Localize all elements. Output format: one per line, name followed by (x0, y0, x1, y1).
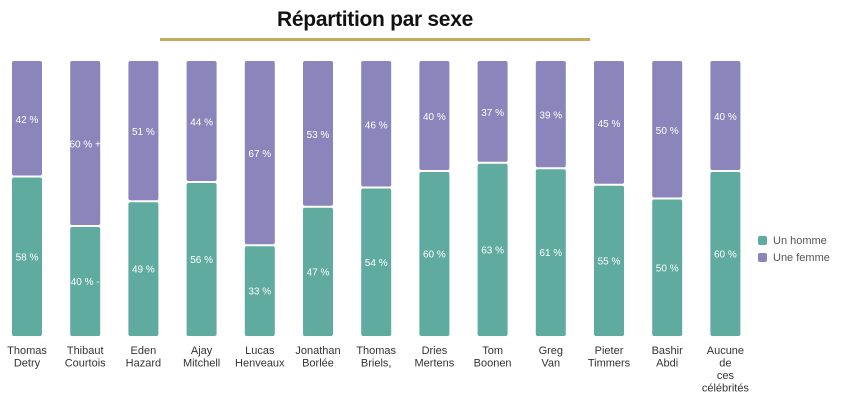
data-label-men: 33 % (248, 287, 271, 298)
category-label: Thomas Detry (7, 345, 47, 370)
category-label: Eden Hazard (126, 345, 161, 370)
bar-segment-women (652, 61, 683, 198)
category-label: Tom Boonen (474, 345, 512, 370)
data-label-women: 51 % (132, 127, 155, 138)
category-label: Thomas Briels, (356, 345, 396, 370)
category-label: Dries Mertens (415, 345, 455, 370)
data-label-women: 40 % (423, 112, 446, 123)
legend-item-women: Une femme (758, 249, 830, 266)
data-label-men: 40 % - (71, 277, 100, 288)
data-label-men: 47 % (307, 267, 330, 278)
bar-segment-men (594, 185, 624, 336)
bar-segment-men (710, 172, 741, 336)
bar-segment-women (128, 61, 159, 201)
bar-segment-men (535, 169, 566, 336)
category-label: Thibaut Courtois (65, 345, 106, 370)
data-label-women: 42 % (16, 115, 39, 126)
chart-title: Répartition par sexe (277, 8, 473, 31)
bar-segment-men (186, 183, 217, 336)
data-label-men: 49 % (132, 265, 155, 276)
bar-segment-men (244, 246, 275, 336)
data-label-women: 45 % (598, 119, 621, 130)
bar-segment-men (12, 177, 42, 336)
bar-segment-women (535, 61, 566, 168)
title-rule (160, 38, 590, 41)
legend-swatch-women (758, 253, 767, 262)
bar-segment-women (594, 61, 624, 184)
bar-segment-men (128, 202, 159, 336)
data-label-men: 60 % (714, 250, 737, 261)
legend-item-men: Un homme (758, 232, 830, 249)
bar-segment-women (186, 61, 217, 181)
bar-segment-men (419, 172, 450, 336)
data-label-women: 46 % (365, 120, 388, 131)
category-label: Lucas Henveaux (235, 345, 285, 370)
bar-segment-women (70, 61, 101, 225)
bar-segment-women (361, 61, 392, 187)
category-label: Ajay Mitchell (183, 345, 220, 370)
data-label-women: 40 % (714, 112, 737, 123)
data-label-women: 60 % + (69, 140, 101, 151)
data-label-women: 37 % (481, 108, 504, 119)
data-label-women: 44 % (190, 118, 213, 129)
category-label: Greg Van (539, 345, 563, 370)
bar-segment-women (710, 61, 741, 170)
bar-segment-men (652, 199, 683, 336)
chart-legend: Un homme Une femme (758, 232, 830, 266)
bar-segment-women (419, 61, 450, 170)
bar-segment-men (70, 227, 101, 336)
data-label-men: 63 % (481, 245, 504, 256)
data-label-women: 39 % (539, 111, 562, 122)
bar-segment-men (361, 188, 392, 336)
category-label: Bashir Abdi (652, 345, 684, 370)
data-label-men: 54 % (365, 258, 388, 269)
data-label-women: 67 % (248, 149, 271, 160)
data-label-men: 61 % (539, 248, 562, 259)
data-label-men: 58 % (16, 252, 39, 263)
data-label-women: 53 % (307, 130, 330, 141)
bar-segment-women (303, 61, 333, 206)
category-label: Jonathan Borlée (295, 345, 340, 370)
category-label: Pieter Timmers (588, 345, 631, 370)
data-label-men: 56 % (190, 255, 213, 266)
bar-segment-women (477, 61, 508, 162)
bar-segment-men (477, 163, 508, 336)
bar-segment-women (12, 61, 42, 176)
data-label-men: 55 % (598, 256, 621, 267)
data-label-men: 50 % (656, 263, 679, 274)
bar-segment-women (244, 61, 275, 245)
data-label-women: 50 % (656, 126, 679, 137)
category-label: Aucune de ces célébrités (702, 345, 750, 395)
legend-swatch-men (758, 236, 767, 245)
bar-segment-men (303, 207, 333, 336)
legend-label-women: Une femme (773, 251, 830, 264)
data-label-men: 60 % (423, 250, 446, 261)
legend-label-men: Un homme (773, 234, 827, 247)
